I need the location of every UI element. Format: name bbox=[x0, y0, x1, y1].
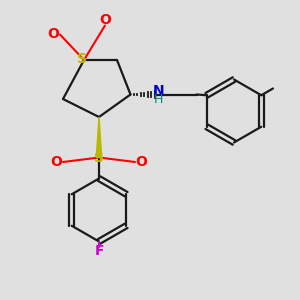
Text: N: N bbox=[152, 84, 164, 98]
Polygon shape bbox=[96, 117, 102, 158]
Text: O: O bbox=[99, 13, 111, 27]
Text: S: S bbox=[94, 151, 104, 164]
Text: H: H bbox=[153, 93, 163, 106]
Text: O: O bbox=[136, 155, 148, 169]
Text: O: O bbox=[47, 28, 59, 41]
Text: O: O bbox=[50, 155, 62, 169]
Text: F: F bbox=[94, 244, 104, 258]
Text: S: S bbox=[76, 52, 87, 66]
